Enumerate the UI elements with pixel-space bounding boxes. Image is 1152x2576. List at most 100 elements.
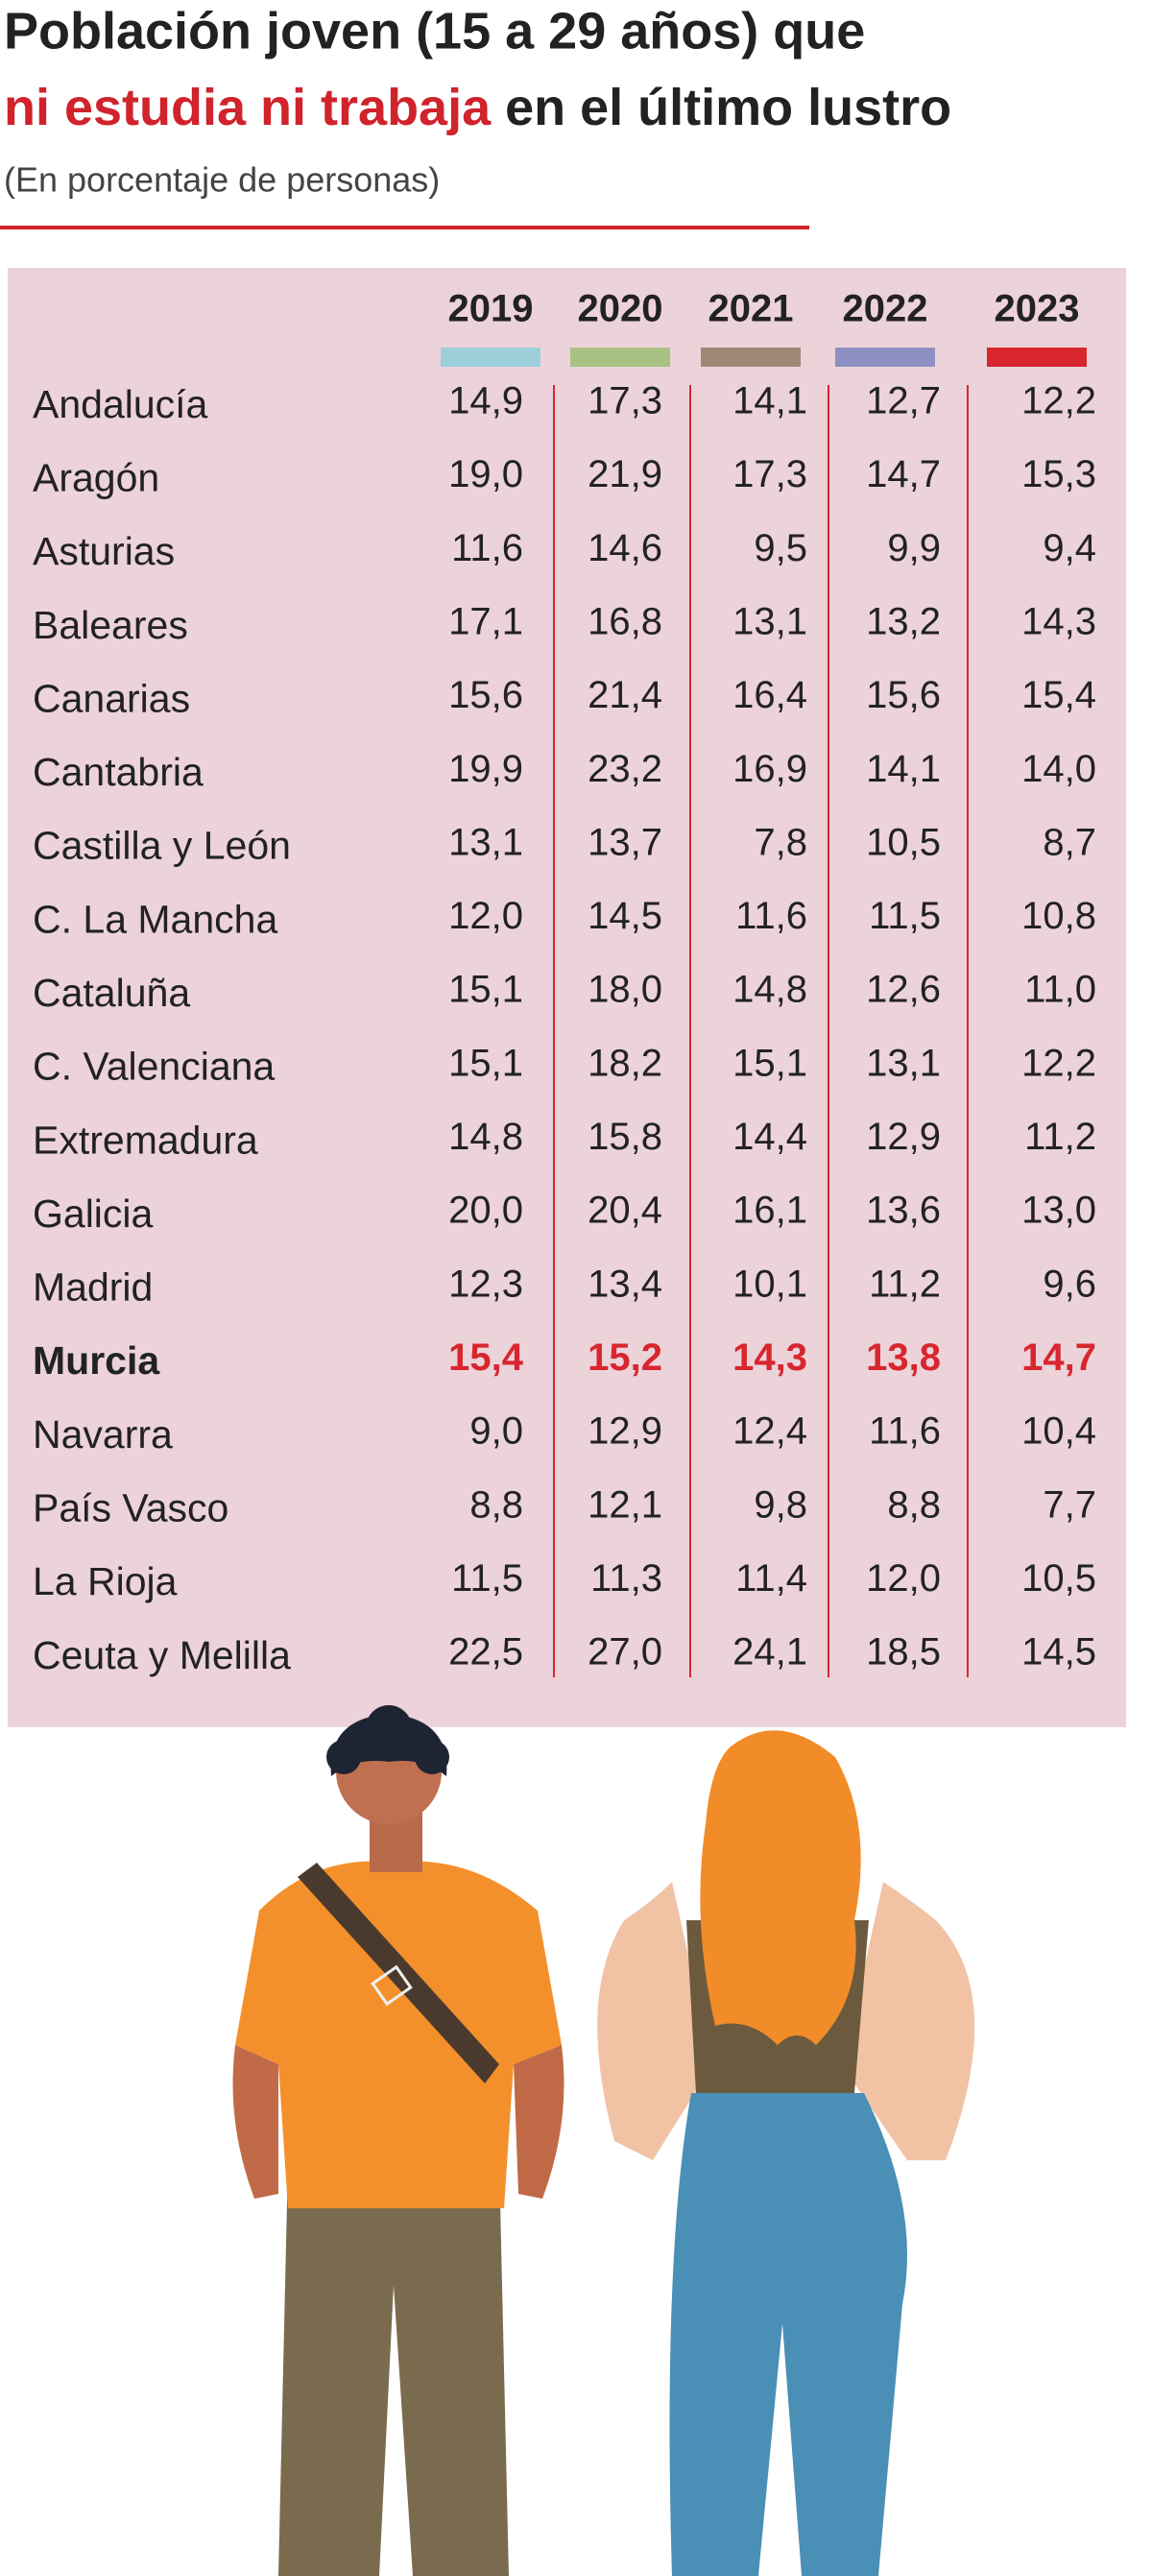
cell-value: 17,1 [448,601,523,643]
cell-value: 13,1 [732,601,807,643]
title-rule [0,226,809,229]
row-name: Aragón [33,455,159,499]
cell-value: 12,3 [448,1263,523,1305]
cell-value: 11,2 [869,1263,941,1305]
row-name: Murcia [33,1338,160,1383]
cell-value: 16,8 [588,601,662,643]
cell-value: 11,6 [869,1410,941,1453]
table-background [8,268,1126,1727]
row-name: Castilla y León [33,824,291,868]
cell-value: 15,2 [588,1336,662,1379]
cell-value: 11,6 [451,527,523,569]
cell-value: 9,4 [1043,527,1096,569]
column-swatch [701,348,801,367]
cell-value: 12,0 [866,1557,941,1600]
cell-value: 17,3 [588,380,662,422]
cell-value: 24,1 [732,1631,807,1673]
cell-value: 9,8 [754,1483,807,1526]
row-name: Asturias [33,529,175,573]
cell-value: 27,0 [588,1631,662,1673]
row-name: C. La Mancha [33,897,277,941]
cell-value: 7,7 [1043,1483,1096,1526]
cell-value: 20,0 [448,1190,523,1232]
title: Población joven (15 a 29 años) que [4,2,865,60]
cell-value: 18,2 [588,1042,662,1084]
cell-value: 12,2 [1021,1042,1096,1084]
column-header: 2020 [578,288,663,330]
cell-value: 13,4 [588,1263,662,1305]
cell-value: 13,0 [1021,1190,1096,1232]
title-highlight: ni estudia ni trabaja [4,79,492,136]
cell-value: 17,3 [732,453,807,495]
row-name: Navarra [33,1412,173,1457]
illustration-woman [597,1730,975,2576]
cell-value: 14,5 [588,895,662,937]
cell-value: 10,5 [1021,1557,1096,1600]
cell-value: 14,1 [866,748,941,790]
column-swatch [441,348,540,367]
cell-value: 14,6 [588,527,662,569]
cell-value: 19,0 [448,453,523,495]
cell-value: 12,1 [588,1483,662,1526]
cell-value: 22,5 [448,1631,523,1673]
cell-value: 19,9 [448,748,523,790]
cell-value: 15,8 [588,1116,662,1158]
column-swatch [835,348,935,367]
cell-value: 14,5 [1021,1631,1096,1673]
cell-value: 11,4 [735,1557,807,1600]
column-header: 2023 [995,288,1080,330]
row-name: Extremadura [33,1118,258,1162]
cell-value: 15,4 [1021,674,1096,716]
cell-value: 8,7 [1043,821,1096,863]
illustration-man [232,1705,564,2576]
cell-value: 15,1 [732,1042,807,1084]
cell-value: 10,4 [1021,1410,1096,1453]
cell-value: 9,0 [469,1410,523,1453]
cell-value: 8,8 [469,1483,523,1526]
cell-value: 11,5 [869,895,941,937]
cell-value: 16,1 [732,1190,807,1232]
cell-value: 8,8 [887,1483,941,1526]
cell-value: 9,6 [1043,1263,1096,1305]
column-header: 2019 [448,288,534,330]
cell-value: 11,6 [735,895,807,937]
column-swatch [570,348,670,367]
column-swatch [987,348,1087,367]
row-name: Cantabria [33,750,204,794]
cell-value: 15,6 [448,674,523,716]
cell-value: 14,4 [732,1116,807,1158]
row-name: Ceuta y Melilla [33,1633,291,1677]
cell-value: 12,9 [588,1410,662,1453]
cell-value: 23,2 [588,748,662,790]
cell-value: 11,0 [1024,969,1096,1011]
row-name: Baleares [33,603,188,647]
row-name: C. Valenciana [33,1045,275,1089]
row-name: Andalucía [33,382,208,426]
row-name: Galicia [33,1192,154,1236]
cell-value: 18,5 [866,1631,941,1673]
cell-value: 15,3 [1021,453,1096,495]
cell-value: 12,2 [1021,380,1096,422]
cell-value: 11,2 [1024,1116,1096,1158]
column-header: 2022 [843,288,928,330]
title-rest: en el último lustro [491,79,951,136]
row-name: La Rioja [33,1559,178,1603]
cell-value: 15,1 [448,969,523,1011]
cell-value: 13,2 [866,601,941,643]
cell-value: 15,4 [448,1336,524,1379]
row-name: Madrid [33,1265,153,1310]
cell-value: 13,8 [866,1336,941,1379]
cell-value: 10,5 [866,821,941,863]
cell-value: 7,8 [754,821,807,863]
column-header: 2021 [708,288,794,330]
row-name: Cataluña [33,971,190,1015]
cell-value: 13,7 [588,821,662,863]
cell-value: 13,6 [866,1190,941,1232]
cell-value: 12,0 [448,895,523,937]
cell-value: 15,1 [448,1042,523,1084]
cell-value: 9,9 [887,527,941,569]
cell-value: 13,1 [448,821,523,863]
row-name: Canarias [33,676,190,720]
